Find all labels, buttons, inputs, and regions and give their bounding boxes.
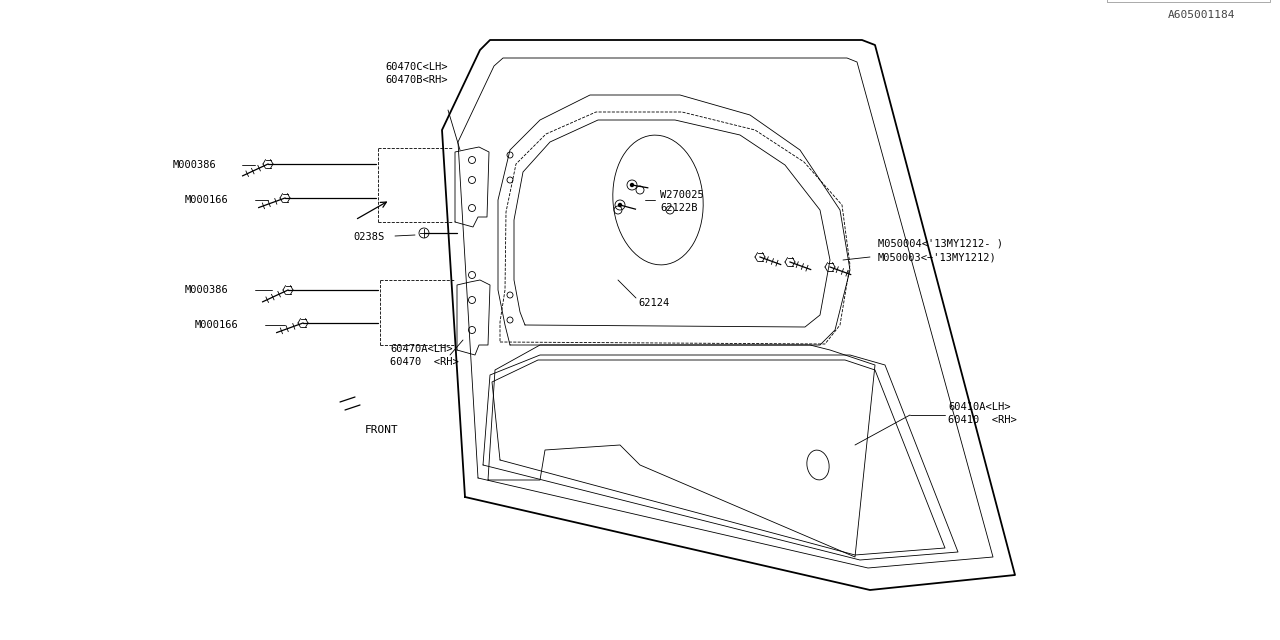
Text: 62124: 62124: [637, 298, 669, 308]
Circle shape: [618, 204, 622, 207]
Text: 62122B: 62122B: [660, 203, 698, 213]
Text: FRONT: FRONT: [365, 425, 399, 435]
Text: 60470B<RH>: 60470B<RH>: [385, 75, 448, 85]
Text: 0238S: 0238S: [353, 232, 384, 242]
Text: A605001184: A605001184: [1167, 10, 1235, 20]
Text: 60410A<LH>: 60410A<LH>: [948, 402, 1010, 412]
Text: M050004<'13MY1212- ): M050004<'13MY1212- ): [878, 239, 1004, 249]
Text: M050003<−'13MY1212): M050003<−'13MY1212): [878, 252, 997, 262]
Text: W270025: W270025: [660, 190, 704, 200]
Text: M000166: M000166: [195, 320, 239, 330]
Circle shape: [631, 184, 634, 186]
Text: 60410  <RH>: 60410 <RH>: [948, 415, 1016, 425]
Text: M000166: M000166: [186, 195, 229, 205]
Text: 60470A<LH>: 60470A<LH>: [390, 344, 453, 354]
Text: M000386: M000386: [173, 160, 216, 170]
Text: 60470  <RH>: 60470 <RH>: [390, 357, 458, 367]
Text: 60470C<LH>: 60470C<LH>: [385, 62, 448, 72]
Text: M000386: M000386: [186, 285, 229, 295]
Bar: [1107, 0, 1270, 2]
